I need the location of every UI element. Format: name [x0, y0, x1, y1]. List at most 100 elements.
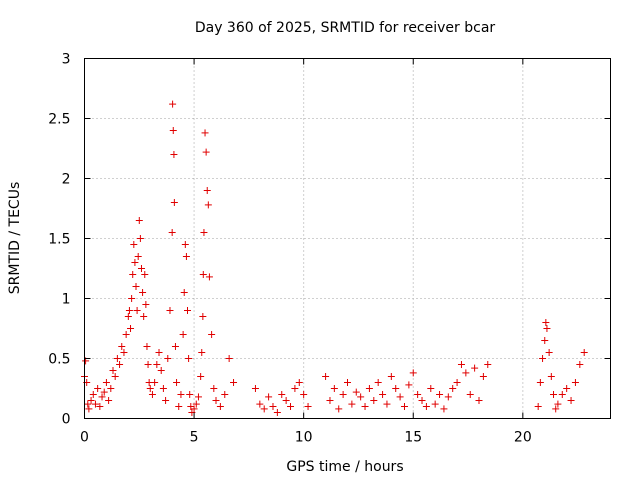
- data-point: [287, 403, 295, 410]
- data-point: [462, 369, 470, 377]
- data-point: [162, 397, 170, 404]
- data-point: [105, 397, 113, 404]
- data-point: [444, 393, 452, 401]
- data-point: [168, 229, 176, 236]
- data-point: [339, 391, 347, 398]
- data-point: [177, 391, 185, 398]
- y-axis-label: SRMTID / TECUs: [7, 182, 23, 295]
- data-point: [166, 307, 174, 314]
- y-tick-label: 3: [62, 52, 71, 68]
- x-tick-label: 5: [190, 430, 199, 446]
- data-point: [361, 403, 369, 410]
- data-point: [131, 259, 139, 266]
- data-point: [159, 385, 167, 392]
- data-point: [210, 385, 218, 392]
- data-point: [200, 229, 208, 236]
- data-point: [387, 373, 395, 380]
- data-point: [260, 405, 268, 413]
- data-point: [269, 403, 277, 410]
- data-point: [94, 385, 102, 392]
- data-point: [169, 127, 177, 134]
- y-tick-label: 1.5: [48, 232, 70, 248]
- data-point: [169, 100, 177, 108]
- data-point: [204, 201, 212, 209]
- data-point: [300, 391, 308, 398]
- data-point: [322, 373, 330, 380]
- data-point: [326, 397, 334, 404]
- data-point: [141, 271, 149, 278]
- data-point: [466, 391, 474, 398]
- data-point: [265, 393, 273, 401]
- data-point: [91, 400, 99, 408]
- data-point: [116, 361, 124, 368]
- data-point: [567, 397, 575, 404]
- data-point: [457, 361, 465, 368]
- data-point: [396, 393, 404, 401]
- data-point: [374, 379, 382, 386]
- x-tick-label: 15: [404, 430, 422, 446]
- data-point: [85, 405, 93, 413]
- data-point: [348, 400, 356, 408]
- data-point: [143, 343, 151, 350]
- data-point: [409, 369, 417, 377]
- data-point: [171, 343, 179, 350]
- data-point: [113, 355, 121, 362]
- data-point: [352, 388, 360, 396]
- data-point: [225, 355, 233, 362]
- data-point: [197, 373, 205, 380]
- data-point: [576, 361, 584, 368]
- data-point: [291, 385, 299, 392]
- data-point: [201, 129, 209, 137]
- data-point: [136, 235, 144, 242]
- data-point: [100, 388, 108, 396]
- chart-title: Day 360 of 2025, SRMTID for receiver bca…: [195, 20, 496, 36]
- data-point: [563, 385, 571, 392]
- data-point: [251, 385, 259, 392]
- data-point: [208, 331, 216, 338]
- data-point: [127, 325, 135, 332]
- data-point: [550, 391, 558, 398]
- data-point: [440, 405, 448, 413]
- data-point: [129, 271, 137, 278]
- data-point: [186, 391, 194, 398]
- data-point: [102, 379, 110, 386]
- data-point: [89, 391, 97, 398]
- data-point: [554, 400, 562, 408]
- data-point: [405, 381, 413, 389]
- data-point: [545, 349, 553, 356]
- data-point: [431, 400, 439, 408]
- data-point: [330, 385, 338, 392]
- data-point: [539, 355, 547, 362]
- data-point: [87, 397, 95, 404]
- data-point: [96, 403, 104, 410]
- data-point: [170, 199, 178, 206]
- data-point: [157, 367, 165, 374]
- data-point: [278, 391, 286, 398]
- data-point: [153, 361, 161, 368]
- y-tick-label: 2: [62, 172, 71, 188]
- data-point: [230, 379, 238, 386]
- data-point: [170, 151, 178, 158]
- data-point: [84, 400, 92, 408]
- data-point: [479, 373, 487, 380]
- y-tick-label: 0: [62, 412, 71, 428]
- data-point: [400, 403, 408, 410]
- data-point: [185, 355, 193, 362]
- data-point: [135, 217, 143, 224]
- data-point: [484, 361, 492, 368]
- data-point: [190, 405, 198, 413]
- data-point: [125, 307, 133, 314]
- data-point: [199, 271, 207, 278]
- data-point: [120, 349, 128, 356]
- data-point: [304, 403, 312, 410]
- data-point: [552, 405, 560, 413]
- data-point: [134, 253, 142, 260]
- data-point: [199, 313, 207, 320]
- data-point: [475, 397, 483, 404]
- data-point: [273, 409, 281, 416]
- data-point: [182, 253, 190, 260]
- y-tick-label: 1: [62, 292, 71, 308]
- data-point: [203, 187, 211, 194]
- data-point: [256, 400, 264, 408]
